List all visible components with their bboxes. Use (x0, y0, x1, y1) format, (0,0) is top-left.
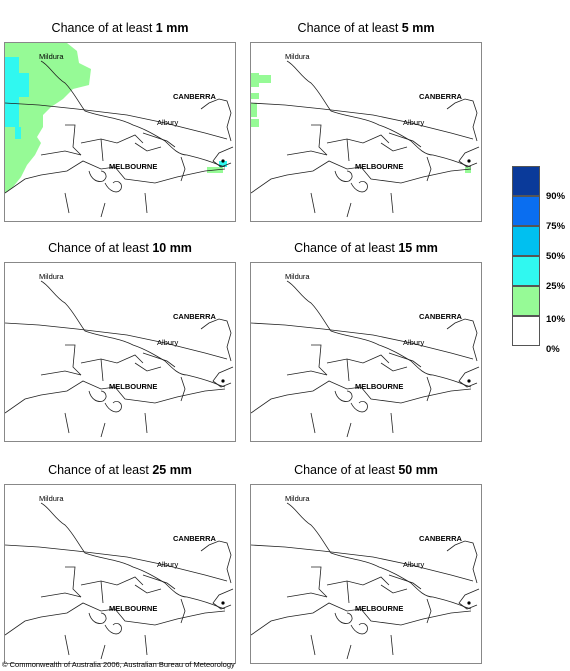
label-mildura: Mildura (39, 272, 64, 281)
label-mildura: Mildura (39, 52, 64, 61)
label-mildura: Mildura (285, 494, 310, 503)
label-melbourne: MELBOURNE (355, 604, 403, 613)
panel-title: Chance of at least 5 mm (297, 21, 435, 35)
state-boundaries (5, 60, 234, 218)
label-mildura: Mildura (285, 272, 310, 281)
label-canberra: CANBERRA (173, 312, 217, 321)
label-mildura: Mildura (39, 494, 64, 503)
panel-title: Chance of at least 50 mm (294, 463, 438, 477)
panel-amount: 5 mm (401, 21, 435, 35)
label-mildura: Mildura (285, 52, 310, 61)
panel-amount: 15 mm (398, 241, 438, 255)
panel-amount: 25 mm (152, 463, 192, 477)
label-albury: Albury (157, 560, 179, 569)
label-canberra: CANBERRA (173, 92, 217, 101)
label-melbourne: MELBOURNE (109, 382, 157, 391)
label-canberra: CANBERRA (419, 312, 463, 321)
label-melbourne: MELBOURNE (109, 162, 157, 171)
state-boundaries (251, 502, 480, 660)
legend-swatch-25-50 (512, 256, 540, 286)
legend-swatch-90-100 (512, 166, 540, 196)
map-50mm: Mildura CANBERRA Albury MELBOURNE (250, 484, 482, 664)
legend-label-50: 50% (546, 251, 566, 262)
copyright-footer: © Commonwealth of Australia 2006, Austra… (2, 660, 235, 669)
legend-swatch-75-90 (512, 196, 540, 226)
state-boundaries (251, 280, 480, 438)
label-albury: Albury (157, 118, 179, 127)
legend-swatch-0-10 (512, 316, 540, 346)
label-albury: Albury (403, 118, 425, 127)
label-melbourne: MELBOURNE (109, 604, 157, 613)
legend-label-25: 25% (546, 281, 566, 292)
label-melbourne: MELBOURNE (355, 382, 403, 391)
state-boundaries (251, 60, 480, 218)
label-canberra: CANBERRA (173, 534, 217, 543)
label-albury: Albury (157, 338, 179, 347)
rain-chance-shading (251, 73, 471, 173)
legend-label-10: 10% (546, 314, 566, 325)
legend-swatch-50-75 (512, 226, 540, 256)
panel-amount: 1 mm (155, 21, 189, 35)
legend-label-75: 75% (546, 221, 566, 232)
map-1mm: Mildura CANBERRA Albury MELBOURNE (4, 42, 236, 222)
panel-title: Chance of at least 15 mm (294, 241, 438, 255)
panel-title: Chance of at least 25 mm (48, 463, 192, 477)
map-10mm: Mildura CANBERRA Albury MELBOURNE (4, 262, 236, 442)
label-albury: Albury (403, 338, 425, 347)
label-canberra: CANBERRA (419, 534, 463, 543)
state-boundaries (5, 502, 234, 660)
panel-amount: 50 mm (398, 463, 438, 477)
map-25mm: Mildura CANBERRA Albury MELBOURNE (4, 484, 236, 664)
legend-label-0: 0% (546, 344, 560, 355)
map-5mm: Mildura CANBERRA Albury MELBOURNE (250, 42, 482, 222)
state-boundaries (5, 280, 234, 438)
label-melbourne: MELBOURNE (355, 162, 403, 171)
panel-amount: 10 mm (152, 241, 192, 255)
panel-title: Chance of at least 1 mm (51, 21, 189, 35)
map-15mm: Mildura CANBERRA Albury MELBOURNE (250, 262, 482, 442)
legend-swatch-10-25 (512, 286, 540, 316)
label-albury: Albury (403, 560, 425, 569)
legend-label-90: 90% (546, 191, 566, 202)
label-canberra: CANBERRA (419, 92, 463, 101)
panel-title: Chance of at least 10 mm (48, 241, 192, 255)
